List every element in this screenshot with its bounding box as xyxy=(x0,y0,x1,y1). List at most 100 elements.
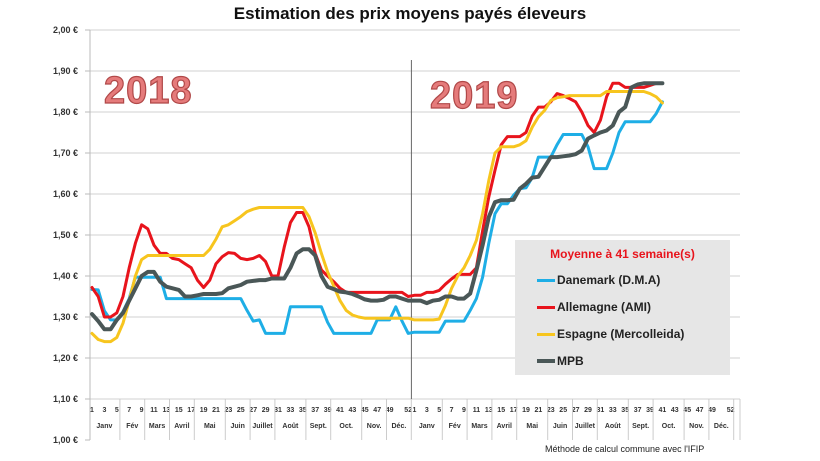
legend-swatch xyxy=(537,305,555,309)
month-label: Nov. xyxy=(367,423,382,430)
year-label-2018: 2018 xyxy=(103,69,193,112)
month-label: Mars xyxy=(471,423,487,430)
series-line-espagne-mercolleida xyxy=(90,90,664,344)
footnote: Méthode de calcul commune avec l'IFIP xyxy=(545,444,705,454)
x-tick-label: 25 xyxy=(559,407,567,414)
x-tick-label: 35 xyxy=(299,407,307,414)
month-label: Sept. xyxy=(310,423,327,430)
series-line-mpb xyxy=(90,81,665,332)
x-tick-label: 7 xyxy=(127,407,131,414)
month-label: Août xyxy=(605,423,622,430)
x-tick-label: 27 xyxy=(572,407,580,414)
x-tick-label: 19 xyxy=(522,407,530,414)
month-label: Juin xyxy=(231,423,245,430)
x-tick-label: 3 xyxy=(102,407,106,414)
y-tick-label: 2,00 € xyxy=(53,25,78,35)
month-label: Juin xyxy=(553,423,567,430)
x-tick-label: 1 xyxy=(412,407,416,414)
x-tick-label: 47 xyxy=(373,407,381,414)
month-label: Déc. xyxy=(392,423,407,430)
x-tick-label: 5 xyxy=(437,407,441,414)
x-tick-label: 31 xyxy=(597,407,605,414)
legend-label: Espagne (Mercolleida) xyxy=(557,327,685,341)
month-label: Avril xyxy=(497,423,512,430)
x-tick-label: 33 xyxy=(609,407,617,414)
x-tick-label: 41 xyxy=(659,407,667,414)
y-tick-label: 1,30 € xyxy=(53,312,78,322)
x-tick-label: 37 xyxy=(634,407,642,414)
x-tick-label: 39 xyxy=(324,407,332,414)
legend-label: Danemark (D.M.A) xyxy=(557,273,661,287)
x-tick-label: 17 xyxy=(187,407,195,414)
series-line-allemagne-ami xyxy=(90,81,664,319)
x-tick-label: 17 xyxy=(510,407,518,414)
x-tick-label: 11 xyxy=(150,407,158,414)
x-tick-label: 49 xyxy=(386,407,394,414)
month-label: Oct. xyxy=(662,423,676,430)
legend-item-danemark: Danemark (D.M.A) xyxy=(537,273,660,287)
month-label: Juillet xyxy=(252,423,273,430)
x-tick-label: 11 xyxy=(473,407,481,414)
x-tick-label: 27 xyxy=(249,407,257,414)
x-tick-label: 19 xyxy=(200,407,208,414)
x-tick-label: 7 xyxy=(450,407,454,414)
x-tick-label: 45 xyxy=(361,407,369,414)
legend-swatch xyxy=(537,278,555,282)
month-label: Janv xyxy=(419,423,435,430)
month-label: Mars xyxy=(149,423,165,430)
x-tick-label: 43 xyxy=(671,407,679,414)
month-label: Sept. xyxy=(632,423,649,430)
x-tick-label: 5 xyxy=(115,407,119,414)
month-label: Déc. xyxy=(714,423,729,430)
month-label: Fév xyxy=(449,423,461,430)
legend-swatch xyxy=(537,332,555,336)
legend-item-allemagne: Allemagne (AMI) xyxy=(537,300,651,314)
month-label: Oct. xyxy=(339,423,353,430)
x-tick-label: 29 xyxy=(584,407,592,414)
legend-label: Allemagne (AMI) xyxy=(557,300,652,314)
x-tick-label: 21 xyxy=(212,407,220,414)
legend-item-mpb: MPB xyxy=(537,354,584,368)
x-tick-label: 41 xyxy=(336,407,344,414)
x-tick-label: 23 xyxy=(547,407,555,414)
x-tick-label: 37 xyxy=(311,407,319,414)
x-tick-label: 15 xyxy=(497,407,505,414)
x-tick-label: 43 xyxy=(349,407,357,414)
y-tick-label: 1,80 € xyxy=(53,107,78,117)
x-tick-label: 9 xyxy=(140,407,144,414)
month-label: Mai xyxy=(204,423,216,430)
legend-item-espagne: Espagne (Mercolleida) xyxy=(537,327,684,341)
month-label: Avril xyxy=(174,423,189,430)
y-tick-label: 1,00 € xyxy=(53,435,78,445)
x-tick-label: 3 xyxy=(425,407,429,414)
legend-title: Moyenne à 41 semaine(s) xyxy=(550,247,695,261)
month-label: Janv xyxy=(96,423,112,430)
y-tick-label: 1,20 € xyxy=(53,353,78,363)
legend-swatch xyxy=(537,359,555,363)
x-tick-label: 31 xyxy=(274,407,282,414)
x-tick-label: 21 xyxy=(535,407,543,414)
legend: Moyenne à 41 semaine(s) Danemark (D.M.A)… xyxy=(515,240,730,375)
x-tick-label: 13 xyxy=(485,407,493,414)
month-label: Nov. xyxy=(689,423,704,430)
x-tick-label: 23 xyxy=(225,407,233,414)
x-tick-label: 52 xyxy=(727,407,735,414)
y-tick-label: 1,90 € xyxy=(53,66,78,76)
x-tick-label: 1 xyxy=(90,407,94,414)
series-line-danemark-d-m-a xyxy=(90,100,664,335)
x-tick-label: 52 xyxy=(404,407,412,414)
chart-title: Estimation des prix moyens payés éleveur… xyxy=(233,4,587,23)
x-tick-label: 13 xyxy=(163,407,171,414)
x-tick-label: 9 xyxy=(462,407,466,414)
x-tick-label: 33 xyxy=(287,407,295,414)
x-tick-label: 29 xyxy=(262,407,270,414)
y-tick-label: 1,50 € xyxy=(53,230,78,240)
x-tick-label: 35 xyxy=(621,407,629,414)
x-tick-label: 47 xyxy=(696,407,704,414)
y-tick-label: 1,40 € xyxy=(53,271,78,281)
month-label: Mai xyxy=(526,423,538,430)
y-tick-label: 1,60 € xyxy=(53,189,78,199)
x-tick-label: 25 xyxy=(237,407,245,414)
x-tick-label: 39 xyxy=(646,407,654,414)
legend-label: MPB xyxy=(557,354,584,368)
